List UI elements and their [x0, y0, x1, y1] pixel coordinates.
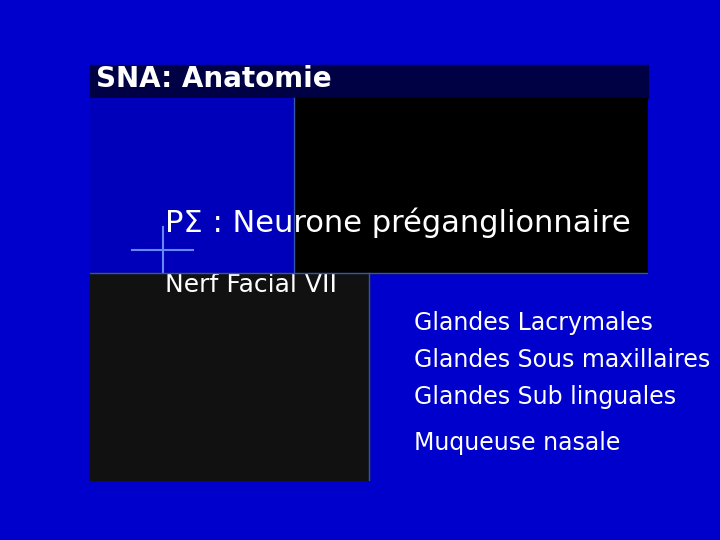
Text: Muqueuse nasale: Muqueuse nasale — [413, 431, 620, 455]
Text: Glandes Lacrymales: Glandes Lacrymales — [413, 310, 652, 335]
Bar — [294, 98, 648, 273]
Text: Nerf Facial VII: Nerf Facial VII — [166, 273, 338, 297]
Text: Glandes Sous maxillaires: Glandes Sous maxillaires — [413, 348, 710, 372]
Bar — [90, 273, 369, 481]
Bar — [90, 98, 294, 273]
Text: SNA: Anatomie: SNA: Anatomie — [96, 65, 331, 93]
Text: PΣ : Neurone préganglionnaire: PΣ : Neurone préganglionnaire — [166, 207, 631, 238]
Bar — [369, 273, 648, 481]
Bar — [90, 65, 648, 98]
Text: Glandes Sub linguales: Glandes Sub linguales — [413, 386, 676, 409]
